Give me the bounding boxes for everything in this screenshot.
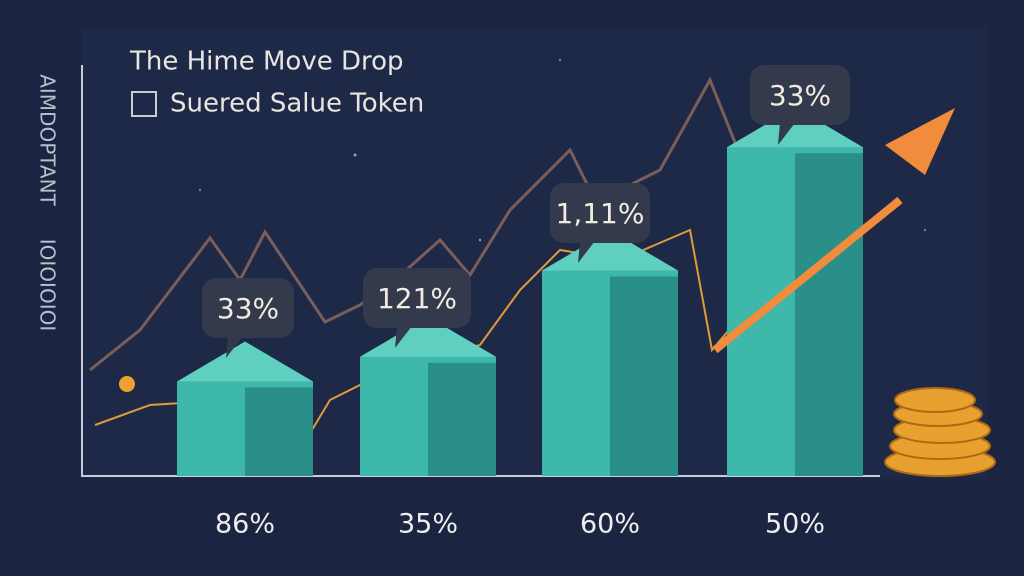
bar-shade [610,276,678,476]
callout-tail [578,241,595,263]
bar-top [177,341,313,394]
bar-top [542,230,678,283]
x-tick-label: 35% [398,509,458,540]
x-tick-label: 86% [215,509,275,540]
callout-label: 121% [377,282,457,315]
callouts: 33% 121% 1,11% 33% [202,65,850,358]
callout-box [750,65,850,125]
bar-top [360,316,496,369]
y-axis-label-secondary: IOIOIOIOI [36,239,60,331]
callout-label: 33% [217,292,279,325]
subtitle-icon [131,91,157,117]
bars [177,107,863,476]
bar-shade [795,153,863,476]
x-tick-label: 50% [765,509,825,540]
bar-top [727,107,863,160]
callout-tail [778,123,795,145]
callout-box [363,268,471,328]
chart-subtitle: Suered Salue Token [170,89,424,119]
bar-shade [428,362,496,476]
y-axis-label: AIMDOPTANT [36,74,60,206]
x-tick-label: 60% [580,509,640,540]
arrow-shaft [712,196,903,354]
coins [884,387,996,477]
callout-label: 33% [769,79,831,112]
bar-shade [245,387,313,476]
callout-box [550,183,650,243]
arrow-head [885,108,955,175]
chart-title: The Hime Move Drop [129,47,404,77]
callout-label: 1,11% [556,197,645,230]
callout-box [202,278,294,338]
callout-tail [226,336,243,358]
trend-line [89,76,762,372]
dot [119,376,135,392]
callout-tail [395,326,412,348]
